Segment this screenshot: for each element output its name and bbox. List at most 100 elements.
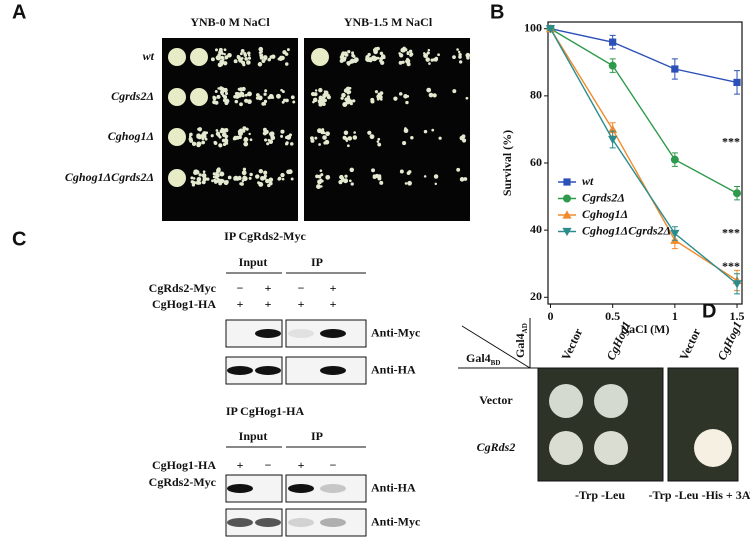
colony [350,182,354,186]
colony [348,179,352,183]
colony [267,138,271,142]
colony [379,56,383,61]
row-label: CgHog1-HA [152,297,216,311]
colony [263,92,267,96]
blot [285,508,367,537]
colony [321,128,325,132]
gal4-label: Gal4AD [513,323,529,358]
colony [201,140,206,145]
colony [344,174,348,178]
colony [247,99,252,105]
colony [402,141,407,146]
colony [286,134,292,140]
colony [264,89,268,93]
colony [240,49,245,53]
colony [352,135,358,140]
colony [376,140,380,143]
colony [213,141,218,145]
colony [403,94,408,99]
corner-line [461,325,531,369]
colony [222,142,227,147]
colony [594,431,628,465]
colony [379,51,384,56]
blot [285,356,367,385]
colony [285,62,289,66]
colony [280,88,283,92]
antibody-label: Anti-HA [371,480,416,494]
colony [223,48,227,52]
colony [213,178,217,183]
colony [258,168,264,174]
colony [220,55,225,60]
colony [249,172,253,177]
colony [377,137,381,141]
colony [344,52,348,56]
colony [463,177,468,181]
x-tick-label: 0.5 [605,309,620,323]
colony [237,93,242,98]
colony [408,49,413,53]
colony [244,57,248,61]
colony [343,178,349,184]
blot-title: IP CgHog1-HA [226,404,305,418]
colony [259,53,264,58]
strain-label: Cgrds2Δ [111,89,154,103]
colony [215,173,220,178]
colony [198,181,202,185]
sign: − [265,458,272,472]
marker [671,65,679,73]
colony [347,97,351,101]
colony [203,176,207,180]
colony [200,133,206,138]
colony [212,96,217,101]
colony [426,87,432,93]
colony [379,180,384,185]
colony [280,172,285,178]
colony [206,177,210,181]
colony [465,52,471,58]
colony [322,135,327,140]
colony [214,90,218,93]
plot-frame [547,21,743,305]
annotation: *** [722,259,740,273]
colony [239,182,243,186]
colony [347,50,351,54]
colony [409,53,413,57]
colony [284,52,289,56]
band [288,329,314,338]
panel-label: A [12,1,26,23]
colony [223,61,228,66]
gal4-label: Gal4BD [466,351,500,367]
colony [242,176,248,182]
colony [280,134,284,138]
colony [258,181,264,187]
colony [247,91,252,97]
colony [223,88,228,93]
colony [217,134,221,138]
colony [431,128,435,132]
marker [562,210,572,219]
legend-label: Cghog1Δ [582,207,628,221]
colony [265,178,270,184]
colony [433,174,439,179]
colony [410,136,414,140]
colony [339,174,344,180]
colony [340,96,344,100]
colony [248,132,251,136]
colony [406,95,410,98]
colony [233,59,238,64]
colony [242,167,247,171]
sign: + [265,297,272,311]
colony [243,137,248,143]
row-label: CgRds2-Myc [149,281,217,295]
sign: + [298,458,305,472]
sign: + [265,281,272,295]
marker [733,78,741,87]
colony [292,100,296,104]
colony [323,141,327,145]
colony [225,180,229,184]
sign: − [237,281,244,295]
colony [242,126,247,131]
colony [407,180,412,186]
colony [227,52,232,58]
